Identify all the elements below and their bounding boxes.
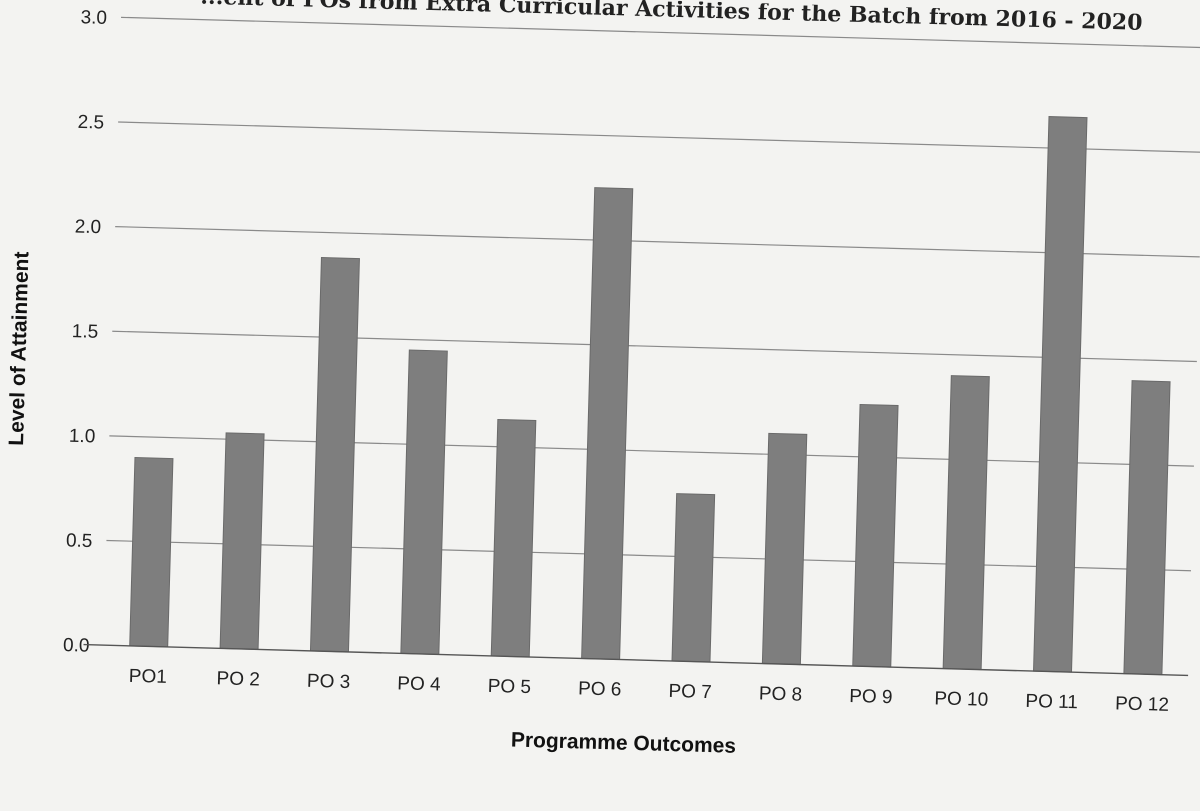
y-tick-label: 0.0	[63, 635, 90, 657]
bar-po6	[581, 187, 634, 661]
y-axis-ticks: 0.0 0.5 1.0 1.5 2.0 2.5 3.0	[63, 7, 108, 656]
bar-po11	[1033, 116, 1088, 673]
gridline	[115, 226, 1200, 258]
gridline	[121, 16, 1200, 49]
bars	[129, 116, 1171, 676]
bar-po10	[942, 375, 990, 671]
x-tick-label: PO 3	[307, 671, 351, 693]
x-axis-line	[83, 643, 1189, 677]
x-tick-label: PO 8	[759, 683, 803, 705]
chart-title: ...ent of POs from Extra Curricular Acti…	[200, 0, 1143, 36]
y-axis-title: Level of Attainment	[5, 251, 33, 446]
bar-po8	[761, 432, 808, 666]
x-axis-title: Programme Outcomes	[511, 729, 737, 758]
bar-po4	[400, 349, 448, 655]
gridline	[112, 330, 1197, 363]
x-tick-label: PO 5	[487, 676, 531, 698]
bar-po1	[129, 456, 174, 648]
x-tick-label: PO 2	[216, 668, 260, 690]
bar-po2	[219, 432, 265, 650]
y-tick-label: 0.5	[66, 530, 93, 552]
x-tick-label: PO 10	[934, 688, 988, 710]
x-tick-label: PO 6	[578, 678, 622, 700]
x-tick-label: PO 9	[849, 686, 893, 708]
gridlines	[106, 16, 1200, 572]
gridline	[109, 435, 1194, 467]
bar-po9	[852, 403, 899, 668]
x-axis-ticks: PO1 PO 2 PO 3 PO 4 PO 5 PO 6 PO 7 PO 8 PO 9 PO 10…	[129, 666, 1170, 716]
x-tick-label: PO1	[129, 666, 168, 688]
y-tick-label: 3.0	[80, 7, 107, 29]
x-tick-label: PO 11	[1025, 691, 1078, 713]
chart-title-line-1: ...ent of POs from Extra Curricular Acti…	[200, 0, 1143, 36]
x-tick-label: PO 4	[397, 673, 441, 695]
bar-po5	[490, 418, 537, 658]
x-tick-label: PO 12	[1115, 693, 1169, 715]
y-tick-label: 2.5	[77, 112, 104, 134]
y-tick-label: 2.0	[74, 216, 101, 238]
bar-po3	[309, 256, 360, 653]
y-tick-label: 1.5	[72, 321, 99, 343]
bar-po7	[671, 493, 716, 663]
gridline	[106, 539, 1192, 572]
x-tick-label: PO 7	[668, 681, 712, 703]
gridline	[118, 121, 1200, 153]
bar-po12	[1123, 380, 1171, 676]
y-tick-label: 1.0	[69, 426, 96, 448]
